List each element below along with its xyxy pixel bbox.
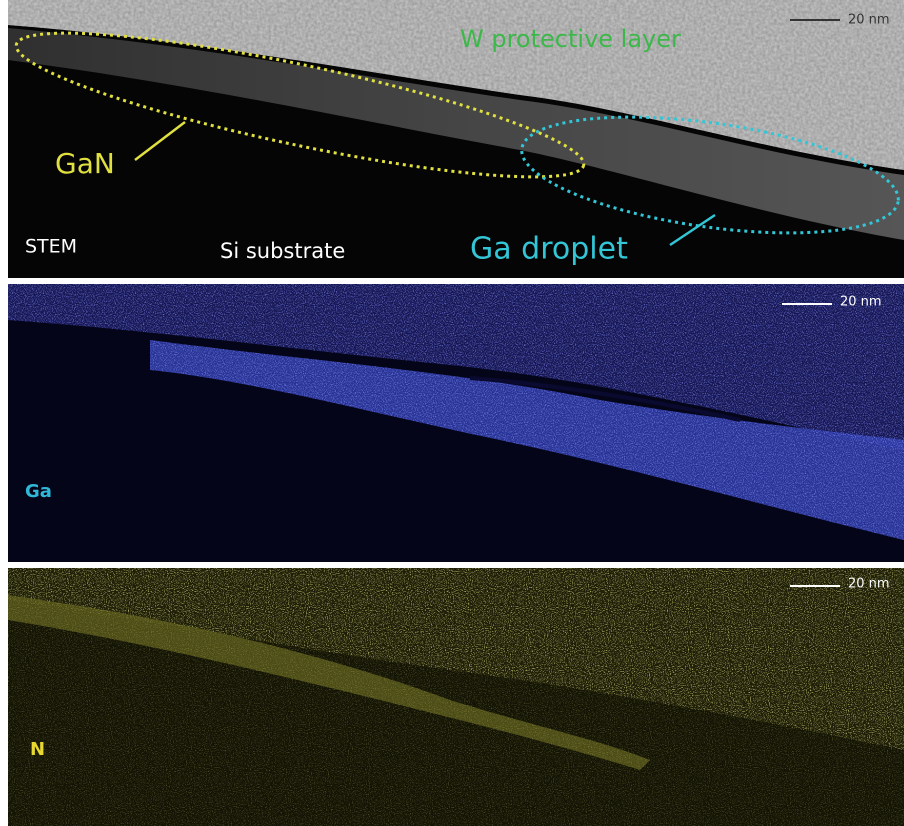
n-map-panel: 20 nm N — [8, 568, 904, 826]
scale-bar-label: 20 nm — [848, 577, 890, 592]
droplet-label: Ga droplet — [470, 232, 628, 267]
ga-label: Ga — [25, 481, 52, 502]
ga-map-panel: 20 nm Ga — [8, 284, 904, 562]
layer-label: W protective layer — [460, 25, 681, 53]
n-label: N — [30, 739, 45, 760]
scale-bar-label: 20 nm — [848, 13, 890, 28]
stem-label: STEM — [25, 236, 77, 258]
substrate-label: Si substrate — [220, 239, 345, 263]
gan-label: GaN — [55, 147, 115, 180]
scale-bar-label: 20 nm — [840, 295, 882, 310]
stem-panel: 20 nm W protective layer GaN STEM Si sub… — [8, 0, 904, 278]
